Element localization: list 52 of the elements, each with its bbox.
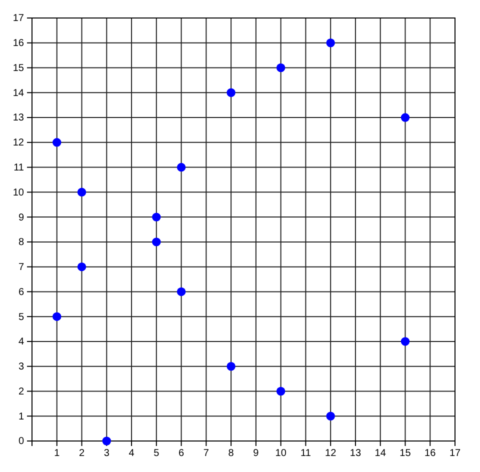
point: [152, 212, 161, 222]
x-tick-label: 6: [178, 448, 185, 460]
y-tick-label: 5: [18, 312, 24, 323]
point: [400, 337, 410, 346]
x-tick-label: 12: [325, 448, 337, 460]
y-tick-label: 12: [12, 138, 24, 149]
x-tick-label: 7: [203, 448, 210, 460]
y-tick-label: 8: [18, 237, 24, 248]
y-tick-label: 1: [18, 411, 24, 422]
x-tick-label: 14: [374, 448, 386, 460]
point: [102, 436, 112, 446]
point: [226, 88, 236, 98]
y-tick-label: 14: [12, 88, 24, 99]
point: [77, 188, 86, 197]
y-tick-label: 13: [12, 112, 24, 124]
y-tick-label: 15: [12, 62, 24, 74]
x-tick-label: 17: [449, 448, 461, 460]
y-tick-label: 0: [18, 436, 24, 448]
point: [176, 162, 186, 172]
y-tick-label: 7: [18, 262, 24, 274]
point: [176, 287, 186, 296]
y-tick-label: 3: [18, 362, 24, 373]
point: [226, 362, 236, 371]
point: [400, 113, 410, 122]
y-tick-label: 16: [12, 38, 24, 50]
x-tick-label: 13: [350, 448, 362, 460]
y-tick-label: 9: [18, 212, 24, 224]
point: [326, 412, 335, 420]
point: [77, 262, 86, 272]
point: [52, 138, 62, 147]
x-tick-label: 8: [228, 448, 234, 460]
y-tick-label: 10: [12, 187, 24, 198]
y-tick-label: 17: [12, 13, 24, 24]
point: [276, 386, 286, 396]
point: [152, 238, 161, 246]
x-tick-label: 9: [253, 448, 260, 460]
point: [276, 63, 286, 72]
point: [326, 38, 335, 48]
x-tick-label: 5: [154, 448, 160, 460]
x-tick-label: 1: [54, 448, 60, 460]
x-tick-label: 4: [128, 448, 135, 460]
x-tick-label: 15: [400, 448, 412, 460]
x-tick-label: 10: [275, 448, 287, 460]
x-tick-label: 11: [300, 448, 312, 460]
x-tick-label: 16: [424, 448, 436, 460]
x-tick-label: 3: [104, 448, 110, 460]
y-tick-label: 6: [18, 286, 24, 298]
y-tick-label: 4: [18, 336, 24, 348]
x-tick-label: 2: [78, 448, 85, 460]
point: [52, 312, 62, 321]
y-tick-label: 11: [14, 162, 24, 174]
y-tick-label: 2: [18, 386, 24, 398]
